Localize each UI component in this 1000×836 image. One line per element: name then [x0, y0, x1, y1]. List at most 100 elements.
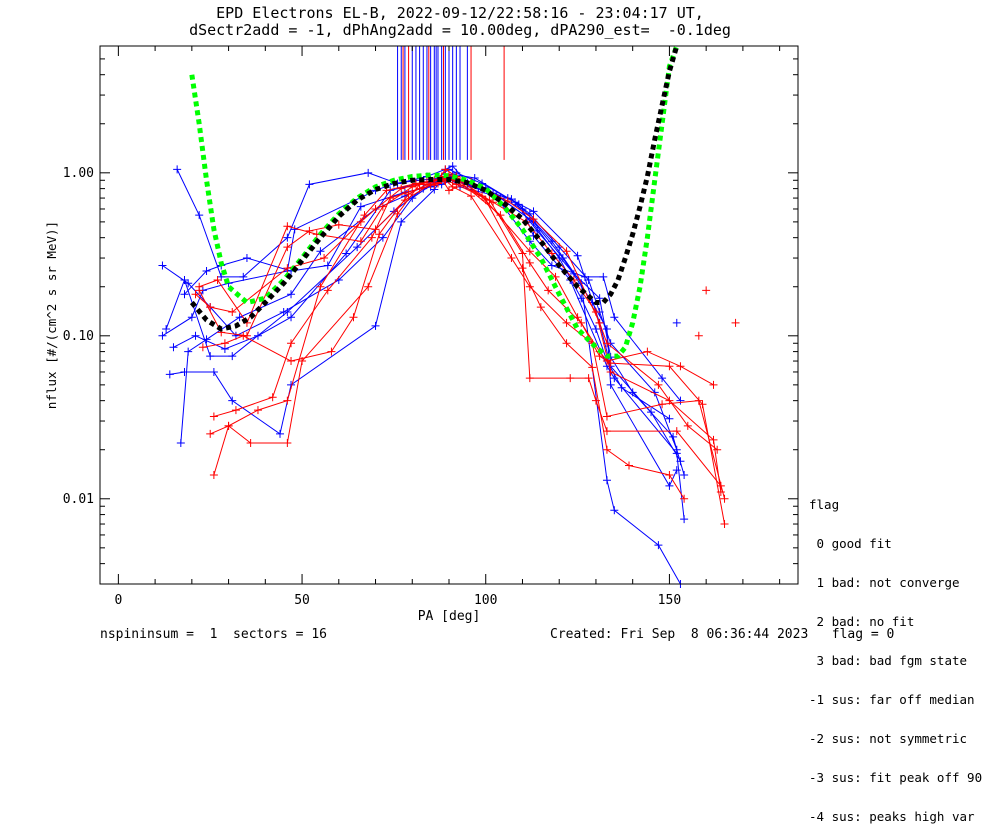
legend-item: 2 bad: no fit: [809, 614, 915, 629]
data-point: [680, 470, 689, 479]
flag-legend: flag 0 good fit 1 bad: not converge 2 ba…: [809, 472, 982, 836]
data-point: [665, 481, 674, 490]
data-point: [378, 202, 387, 211]
data-point: [195, 211, 204, 220]
data-point: [242, 254, 251, 263]
chart-title-line-2: dSectr2add = -1, dPhAng2add = 10.00deg, …: [189, 21, 731, 39]
data-point: [599, 272, 608, 281]
data-point: [386, 194, 395, 203]
series-line: [180, 168, 681, 585]
data-point: [283, 396, 292, 405]
data-point: [445, 186, 453, 195]
data-point: [158, 331, 167, 340]
chart-title-line-1: EPD Electrons EL-B, 2022-09-12/22:58:16 …: [216, 4, 704, 22]
y-tick-label: 0.01: [63, 492, 94, 507]
data-point: [180, 367, 189, 376]
data-point: [268, 393, 277, 402]
data-point: [283, 222, 292, 231]
data-point: [672, 427, 681, 436]
data-point: [665, 470, 674, 479]
data-point: [187, 313, 196, 322]
data-point: [591, 396, 600, 405]
data-point: [206, 303, 215, 312]
data-point: [305, 226, 314, 235]
data-point: [588, 363, 597, 372]
data-point: [165, 370, 174, 379]
data-point: [610, 506, 619, 515]
data-point: [536, 303, 545, 312]
data-point: [356, 217, 365, 226]
data-point: [628, 388, 637, 397]
data-point: [239, 331, 248, 340]
data-point: [287, 290, 296, 299]
x-axis-label: PA [deg]: [418, 609, 481, 624]
data-point: [180, 290, 189, 299]
y-tick-label: 1.00: [63, 166, 94, 181]
data-point: [371, 321, 380, 330]
data-point: [415, 184, 424, 193]
series-line: [202, 178, 718, 451]
fit-curves: [189, 45, 680, 359]
data-point: [364, 282, 373, 291]
data-point: [283, 438, 292, 447]
data-point: [397, 217, 406, 226]
series-line: [213, 168, 685, 500]
data-point: [448, 162, 457, 171]
data-point: [246, 438, 255, 447]
data-point: [184, 347, 193, 356]
data-point: [213, 275, 222, 284]
data-point: [606, 367, 615, 376]
legend-item: 1 bad: not converge: [809, 575, 960, 590]
legend-item: 3 bad: bad fgm state: [809, 653, 968, 668]
data-point: [158, 261, 167, 270]
data-point: [602, 476, 611, 485]
data-series: [158, 162, 740, 588]
data-point: [566, 374, 575, 383]
fit-curve-green: [189, 45, 680, 359]
data-point: [606, 380, 615, 389]
legend-heading: flag: [809, 497, 840, 512]
data-point: [720, 520, 729, 529]
x-tick-label: 150: [658, 593, 681, 608]
data-point: [393, 209, 402, 218]
data-point: [573, 251, 582, 260]
data-point: [625, 461, 634, 470]
data-point: [595, 318, 604, 327]
data-point: [316, 282, 325, 291]
data-point: [584, 374, 593, 383]
data-point: [654, 541, 663, 550]
legend-item: -2 sus: not symmetric: [809, 731, 968, 746]
data-point: [562, 318, 571, 327]
data-point: [202, 266, 211, 275]
data-point: [720, 494, 729, 503]
series-line: [162, 175, 678, 487]
data-point: [507, 195, 516, 204]
data-point: [231, 406, 240, 415]
data-point: [676, 396, 685, 405]
data-point: [544, 286, 553, 295]
data-point: [400, 196, 409, 205]
peak-markers: [397, 46, 505, 160]
data-point: [602, 445, 611, 454]
data-point: [702, 286, 711, 295]
data-point: [349, 313, 358, 322]
data-point: [709, 435, 718, 444]
data-point: [577, 294, 586, 303]
data-point: [276, 429, 285, 438]
data-point: [713, 445, 722, 454]
data-point: [176, 438, 185, 447]
data-point: [676, 362, 685, 371]
footer-spin-info: nspininsum = 1 sectors = 16: [100, 627, 327, 642]
data-point: [353, 243, 362, 252]
data-point: [709, 380, 718, 389]
data-point: [658, 374, 667, 383]
series-line: [210, 174, 722, 487]
data-point: [253, 406, 262, 415]
pitch-angle-plot: 0 50 100 150 0.01 0.10 1.00 PA [deg] nflux [#/…: [44, 45, 799, 624]
data-point: [287, 339, 296, 348]
data-point: [356, 202, 365, 211]
data-point: [404, 190, 413, 199]
data-point: [680, 494, 689, 503]
data-point: [470, 173, 479, 182]
data-point: [375, 230, 384, 239]
